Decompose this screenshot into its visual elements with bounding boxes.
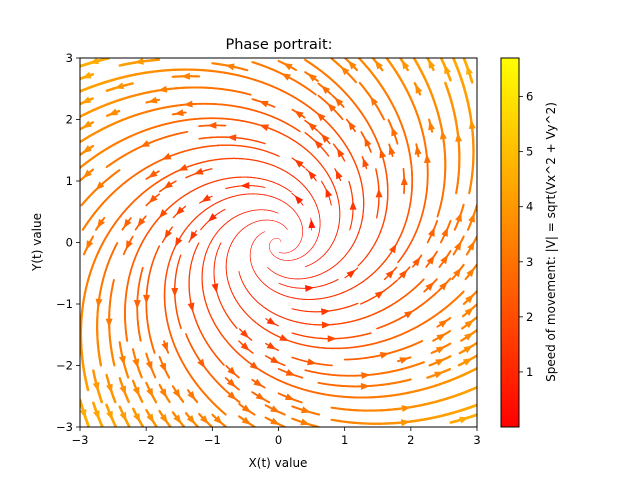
streamline-segment [239,402,240,403]
streamline-segment [279,61,280,62]
streamline-segment [305,60,306,61]
streamline-segment [80,128,81,129]
streamline-segment [345,58,346,59]
streamline-segment [115,425,116,426]
streamline-segment [169,401,170,402]
streamline-segment [84,253,85,254]
streamline-segment [400,58,401,59]
chart-title: Phase portrait: [225,37,332,53]
streamline-segment [211,426,212,427]
streamline-segment [183,401,184,402]
streamline-segment [441,59,442,60]
streamline-segment [476,305,477,306]
streamline-segment [196,401,197,402]
streamline-segment [80,180,81,181]
